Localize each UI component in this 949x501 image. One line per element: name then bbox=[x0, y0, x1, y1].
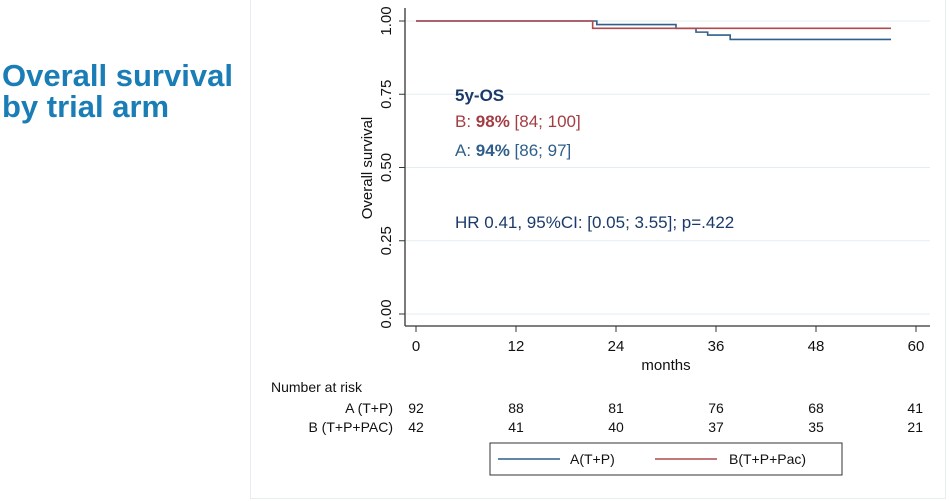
risk-count: 37 bbox=[708, 419, 724, 435]
legend: A(T+P) B(T+P+Pac) bbox=[489, 442, 843, 476]
x-tick-label: 12 bbox=[508, 338, 525, 355]
x-tick-label: 24 bbox=[608, 338, 625, 355]
os-arm-a: A: 94% [86; 97] bbox=[455, 141, 571, 160]
hazard-ratio: HR 0.41, 95%CI: [0.05; 3.55]; p=.422 bbox=[455, 213, 734, 232]
y-tick-label: 0.75 bbox=[378, 80, 395, 109]
y-tick-label: 0.25 bbox=[378, 226, 395, 255]
os-a-value: 94% bbox=[476, 141, 510, 160]
km-curve-b bbox=[416, 20, 891, 30]
chart-panel bbox=[250, 0, 946, 499]
x-tick-label: 36 bbox=[708, 338, 725, 355]
legend-label-b: B(T+P+Pac) bbox=[729, 451, 806, 467]
x-tick-label: 0 bbox=[412, 338, 420, 355]
x-tick-label: 48 bbox=[808, 338, 825, 355]
y-axis-label: Overall survival bbox=[359, 117, 376, 220]
risk-count: 88 bbox=[508, 400, 524, 416]
y-tick-label: 1.00 bbox=[378, 6, 395, 35]
risk-count: 41 bbox=[508, 419, 524, 435]
legend-label-a: A(T+P) bbox=[570, 451, 615, 467]
os-arm-b: B: 98% [84; 100] bbox=[455, 112, 581, 131]
slide-title-line-1: Overall survival bbox=[2, 58, 233, 93]
slide-title: Overall survival by trial arm bbox=[2, 60, 233, 122]
km-curve-a bbox=[416, 20, 891, 41]
risk-count: 76 bbox=[708, 400, 724, 416]
risk-count: 21 bbox=[907, 419, 923, 435]
risk-row-label: A (T+P) bbox=[345, 400, 393, 416]
risk-count: 40 bbox=[608, 419, 624, 435]
risk-count: 41 bbox=[907, 400, 923, 416]
os-b-value: 98% bbox=[476, 112, 510, 131]
risk-count: 81 bbox=[608, 400, 624, 416]
risk-heading: Number at risk bbox=[271, 379, 363, 395]
risk-count: 92 bbox=[408, 400, 424, 416]
slide-title-line-2: by trial arm bbox=[2, 89, 170, 124]
os-heading: 5y-OS bbox=[455, 86, 504, 105]
risk-count: 68 bbox=[808, 400, 824, 416]
risk-row-label: B (T+P+PAC) bbox=[308, 419, 393, 435]
os-b-prefix: B: bbox=[455, 112, 476, 131]
x-axis-label: months bbox=[641, 357, 690, 374]
os-b-ci: [84; 100] bbox=[510, 112, 581, 131]
os-a-ci: [86; 97] bbox=[510, 141, 571, 160]
os-a-prefix: A: bbox=[455, 141, 476, 160]
x-tick-label: 60 bbox=[908, 338, 925, 355]
y-tick-label: 0.50 bbox=[378, 153, 395, 182]
risk-count: 35 bbox=[808, 419, 824, 435]
risk-count: 42 bbox=[408, 419, 424, 435]
y-tick-label: 0.00 bbox=[378, 299, 395, 328]
